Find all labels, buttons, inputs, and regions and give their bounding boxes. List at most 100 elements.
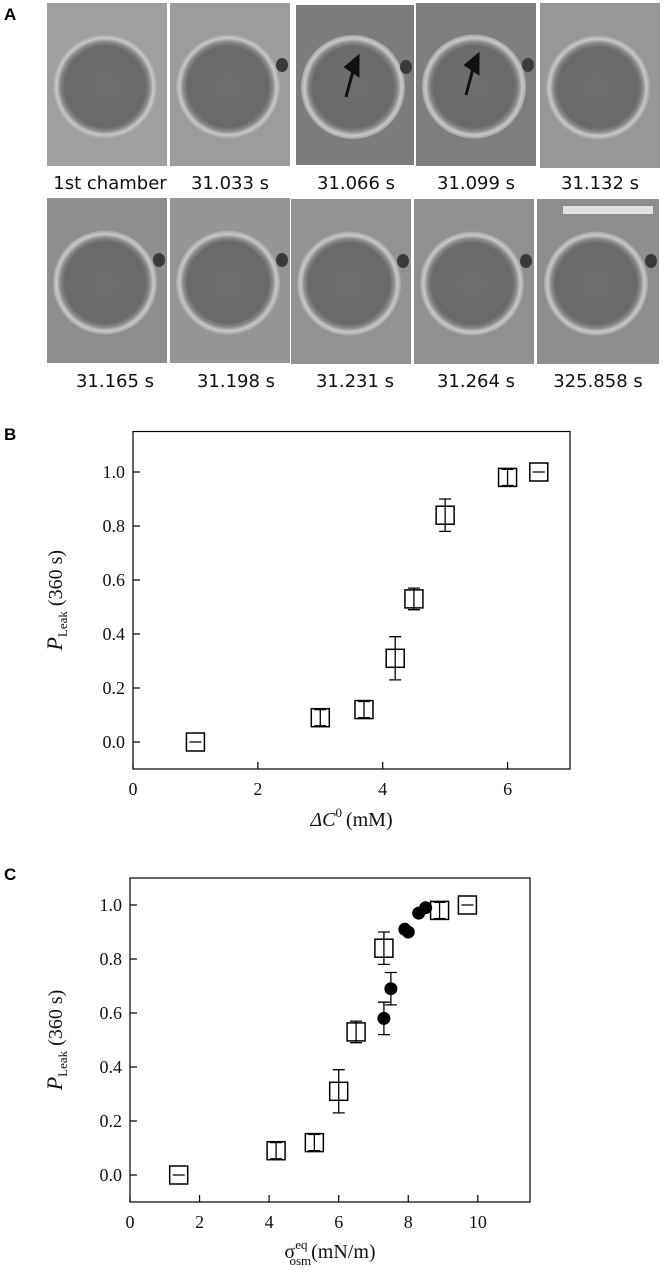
image-caption: 31.033 s bbox=[191, 173, 269, 194]
square-marker bbox=[497, 467, 518, 488]
x-axis-label: ΔC0 (mM) bbox=[309, 805, 392, 831]
y-tick-label: 0.8 bbox=[100, 949, 123, 969]
error-bar bbox=[270, 1141, 283, 1160]
debris bbox=[397, 254, 409, 268]
y-tick-label: 0.0 bbox=[100, 1165, 123, 1185]
vesicle bbox=[544, 231, 648, 336]
y-tick-label: 0.4 bbox=[100, 1057, 123, 1077]
x-tick-label: 4 bbox=[378, 779, 387, 799]
panel-label: C bbox=[4, 865, 16, 884]
error-bar bbox=[377, 931, 390, 966]
image-caption: 31.264 s bbox=[437, 371, 515, 392]
square-marker bbox=[185, 732, 206, 752]
square-marker bbox=[435, 505, 455, 525]
square-marker bbox=[429, 900, 450, 921]
y-label-sub: Leak bbox=[55, 1050, 70, 1076]
debris bbox=[522, 58, 534, 72]
image-caption: 31.099 s bbox=[437, 173, 515, 194]
circle-marker bbox=[419, 901, 433, 915]
square-marker bbox=[310, 707, 331, 728]
image-caption: 31.132 s bbox=[561, 173, 639, 194]
x-label-symbol: σ bbox=[284, 1241, 295, 1263]
x-tick-label: 6 bbox=[503, 779, 512, 799]
x-tick-label: 0 bbox=[129, 779, 138, 799]
square-marker bbox=[404, 589, 424, 609]
y-tick-label: 0.6 bbox=[103, 570, 126, 590]
image-caption: 31.066 s bbox=[317, 173, 395, 194]
arrow bbox=[463, 51, 480, 96]
y-tick-label: 1.0 bbox=[100, 895, 123, 915]
error-bar bbox=[439, 498, 452, 533]
x-tick-label: 2 bbox=[195, 1212, 204, 1232]
x-tick-label: 2 bbox=[253, 779, 262, 799]
error-bar bbox=[357, 700, 370, 719]
plot-frame bbox=[132, 430, 571, 770]
x-label-sup: 0 bbox=[335, 805, 342, 820]
x-label-sup: eq bbox=[295, 1237, 308, 1252]
y-tick-label: 0.4 bbox=[103, 624, 126, 644]
y-tick-label: 0.8 bbox=[103, 516, 126, 536]
error-bar bbox=[389, 636, 402, 681]
debris bbox=[520, 254, 532, 268]
x-label-unit: (mN/m) bbox=[311, 1241, 375, 1263]
square-marker bbox=[328, 1081, 349, 1102]
vesicle bbox=[420, 231, 524, 336]
circle-marker bbox=[377, 1011, 391, 1025]
vesicle bbox=[422, 34, 526, 139]
scale-bar bbox=[563, 206, 653, 214]
error-bar bbox=[407, 587, 420, 611]
square-marker bbox=[266, 1140, 286, 1161]
square-marker bbox=[529, 462, 549, 482]
square-marker bbox=[354, 699, 374, 720]
x-label-unit: (mM) bbox=[346, 809, 393, 831]
debris bbox=[276, 253, 288, 267]
y-tick-label: 0.2 bbox=[103, 678, 126, 698]
vesicle bbox=[53, 34, 157, 139]
y-label-symbol: P bbox=[42, 637, 67, 651]
vesicle bbox=[546, 35, 650, 140]
error-bar bbox=[350, 1020, 363, 1044]
plot-frame bbox=[129, 877, 531, 1203]
circle-marker bbox=[401, 925, 415, 939]
error-bar bbox=[314, 708, 327, 727]
image-caption: 325.858 s bbox=[553, 371, 643, 392]
x-label-sub: osm bbox=[289, 1253, 311, 1268]
y-label-symbol: P bbox=[42, 1077, 67, 1091]
x-label-symbol: ΔC bbox=[309, 809, 336, 831]
x-tick-label: 0 bbox=[126, 1212, 135, 1232]
vesicle bbox=[301, 35, 405, 139]
y-axis-label: PLeak (360 s) bbox=[42, 990, 70, 1092]
error-bar bbox=[332, 1069, 345, 1114]
x-tick-label: 6 bbox=[334, 1212, 343, 1232]
arrow bbox=[343, 53, 360, 98]
image-caption: 31.231 s bbox=[316, 371, 394, 392]
circle-marker bbox=[384, 982, 398, 996]
square-marker bbox=[374, 938, 394, 958]
y-label-unit: (360 s) bbox=[45, 550, 67, 606]
panel-label: A bbox=[4, 5, 16, 24]
y-axis-label: PLeak (360 s) bbox=[42, 550, 70, 652]
vesicle bbox=[297, 231, 401, 336]
vesicle bbox=[53, 230, 157, 335]
error-bar bbox=[433, 901, 446, 920]
y-tick-label: 1.0 bbox=[103, 462, 126, 482]
debris bbox=[400, 60, 412, 74]
y-tick-label: 0.0 bbox=[103, 732, 126, 752]
vesicle bbox=[176, 34, 280, 139]
debris bbox=[153, 253, 165, 267]
y-label-sub: Leak bbox=[55, 611, 70, 637]
y-label-unit: (360 s) bbox=[45, 990, 67, 1046]
debris bbox=[276, 58, 288, 72]
image-caption: 31.165 s bbox=[76, 371, 154, 392]
square-marker bbox=[346, 1022, 366, 1042]
square-marker bbox=[457, 895, 478, 915]
x-tick-label: 10 bbox=[469, 1212, 487, 1232]
x-tick-label: 8 bbox=[404, 1212, 413, 1232]
x-axis-label: σeq osm(mN/m) bbox=[284, 1237, 375, 1268]
image-caption: 1st chamber bbox=[53, 173, 167, 194]
image-caption: 31.198 s bbox=[197, 371, 275, 392]
panel-label: B bbox=[4, 425, 16, 444]
square-marker bbox=[304, 1132, 325, 1153]
error-bar bbox=[308, 1133, 321, 1152]
